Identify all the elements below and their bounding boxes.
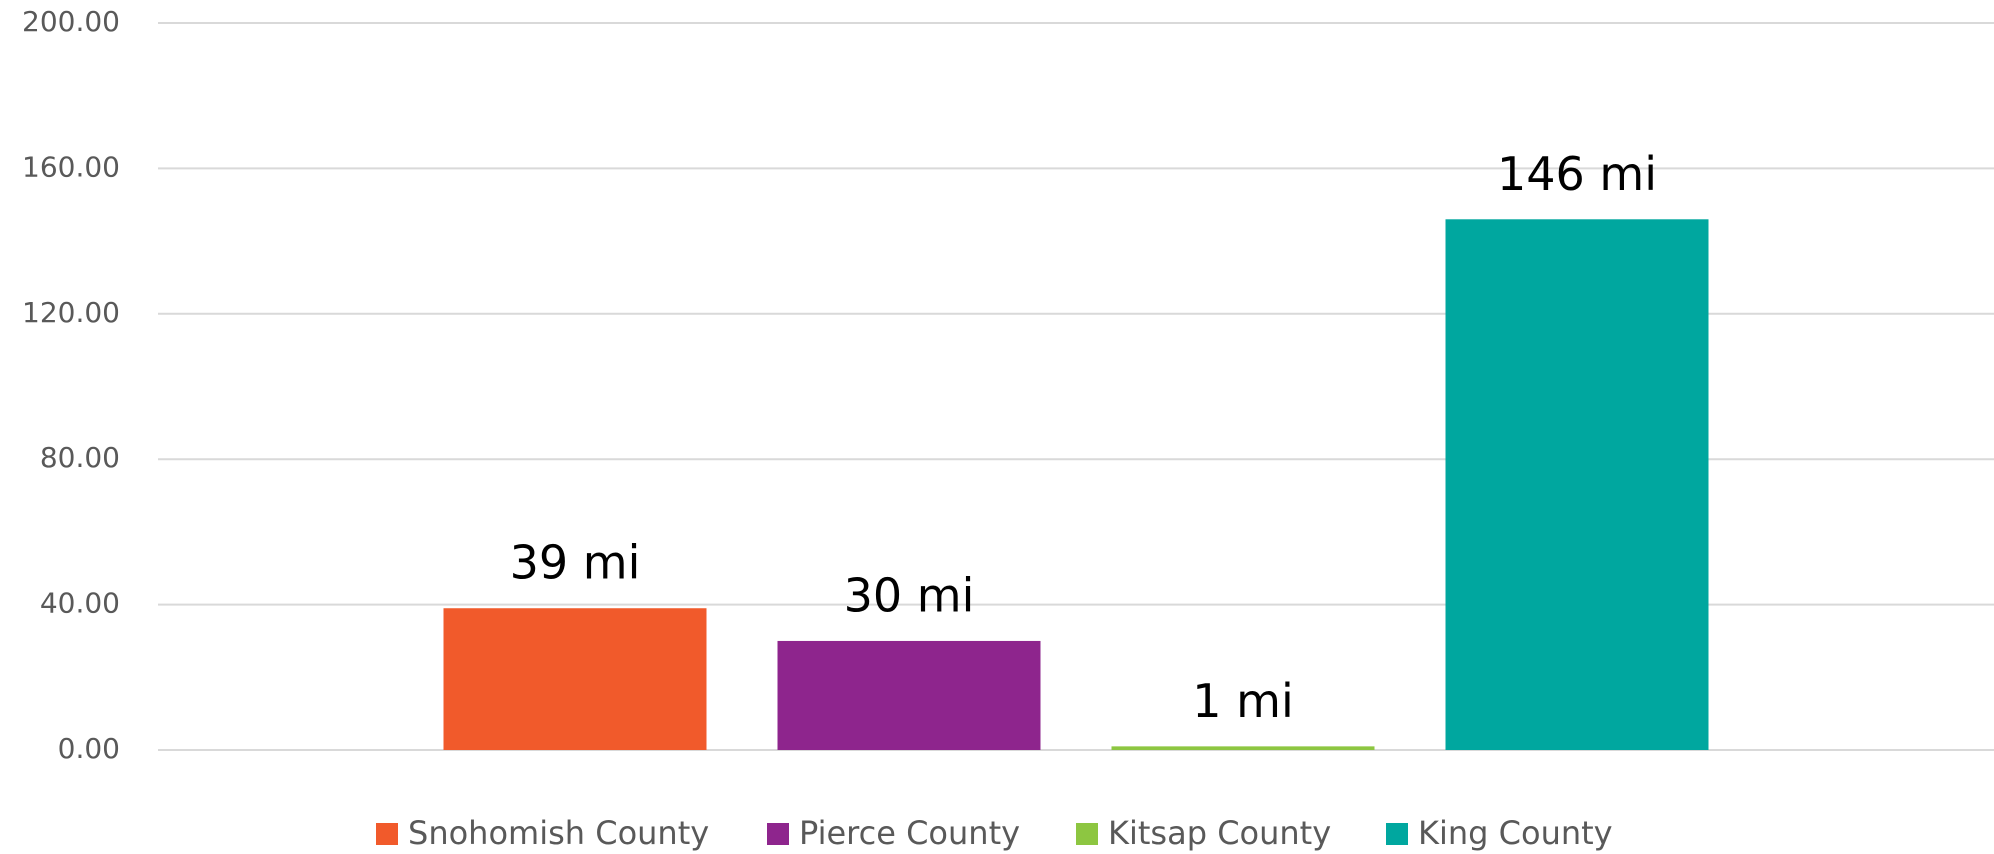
value-label: 30 mi bbox=[844, 568, 975, 622]
bar bbox=[1445, 219, 1709, 751]
legend-label: Kitsap County bbox=[1108, 814, 1331, 852]
legend-label: King County bbox=[1418, 814, 1613, 852]
y-tick-label: 40.00 bbox=[40, 587, 120, 620]
value-label: 1 mi bbox=[1192, 674, 1293, 728]
bar bbox=[1111, 746, 1375, 750]
value-label: 146 mi bbox=[1497, 147, 1657, 201]
y-tick-label: 120.00 bbox=[22, 296, 120, 329]
y-tick-label: 80.00 bbox=[40, 441, 120, 474]
value-label: 39 mi bbox=[510, 536, 641, 590]
legend-label: Pierce County bbox=[799, 814, 1020, 852]
bar bbox=[443, 608, 707, 750]
y-tick-label: 200.00 bbox=[22, 5, 120, 38]
legend-swatch bbox=[376, 823, 398, 845]
legend-swatch bbox=[767, 823, 789, 845]
bar bbox=[777, 640, 1041, 750]
y-tick-label: 160.00 bbox=[22, 150, 120, 183]
y-tick-label: 0.00 bbox=[58, 732, 120, 765]
legend-label: Snohomish County bbox=[408, 814, 709, 852]
legend-swatch bbox=[1076, 823, 1098, 845]
legend-swatch bbox=[1386, 823, 1408, 845]
